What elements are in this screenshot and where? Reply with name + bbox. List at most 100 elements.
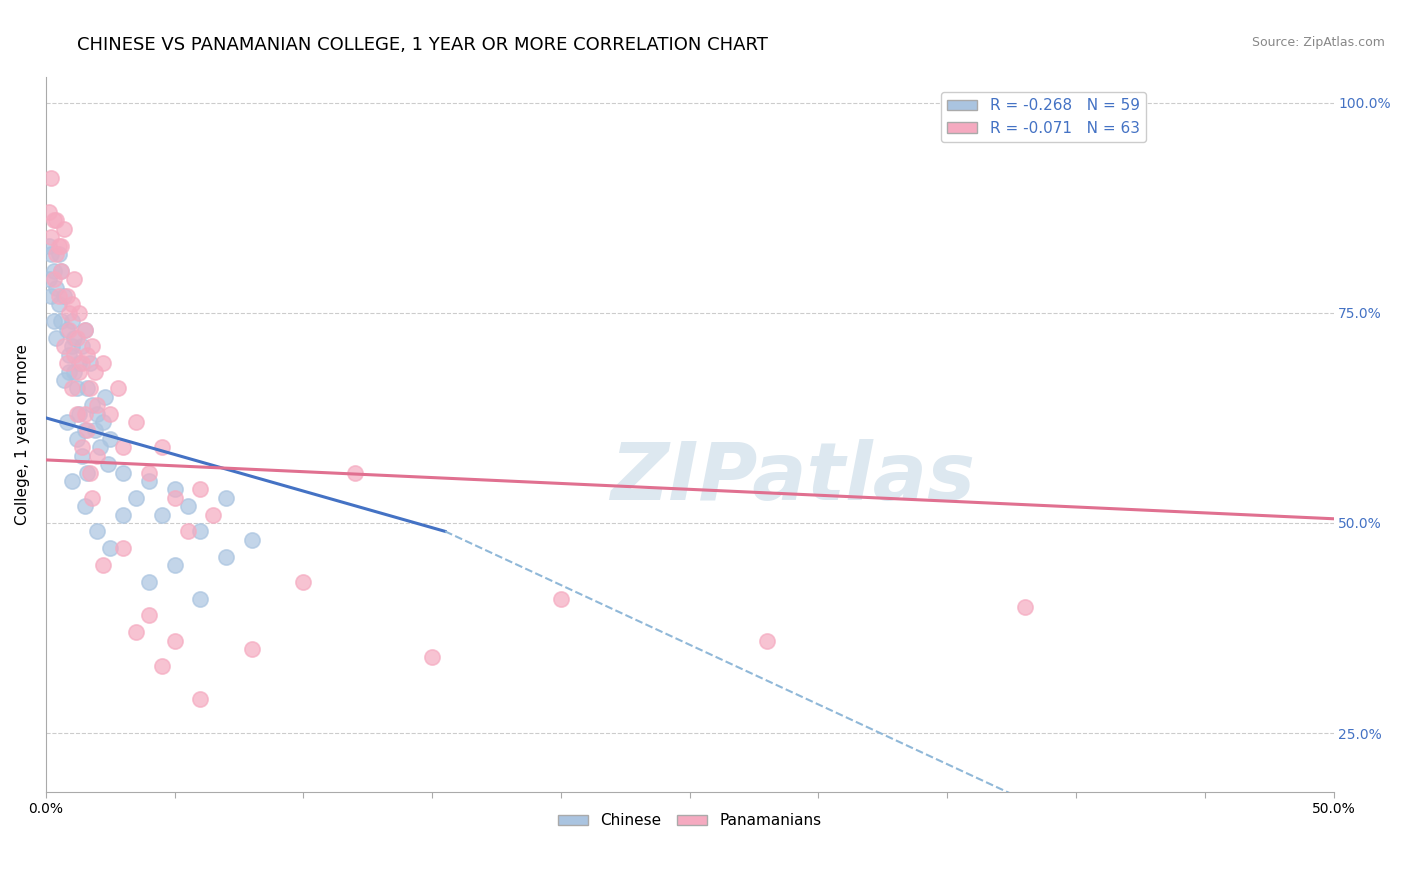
- Point: [38, 205, 60, 219]
- Point: [38, 238, 60, 252]
- Point: [53, 339, 76, 353]
- Point: [176, 524, 198, 539]
- Point: [91, 415, 114, 429]
- Point: [70, 449, 93, 463]
- Point: [98, 432, 121, 446]
- Point: [73, 424, 96, 438]
- Point: [76, 424, 98, 438]
- Point: [215, 549, 238, 564]
- Point: [76, 466, 98, 480]
- Point: [163, 491, 186, 505]
- Point: [69, 306, 91, 320]
- Point: [82, 398, 104, 412]
- Point: [58, 348, 80, 362]
- Point: [112, 466, 135, 480]
- Point: [63, 365, 86, 379]
- Point: [215, 491, 238, 505]
- Point: [112, 440, 135, 454]
- Point: [66, 331, 89, 345]
- Point: [69, 356, 91, 370]
- Point: [39, 230, 62, 244]
- Point: [58, 323, 80, 337]
- Point: [138, 474, 160, 488]
- Point: [138, 608, 160, 623]
- Point: [550, 591, 572, 606]
- Point: [48, 238, 70, 252]
- Point: [60, 314, 83, 328]
- Point: [73, 407, 96, 421]
- Point: [73, 323, 96, 337]
- Point: [53, 221, 76, 235]
- Point: [63, 348, 86, 362]
- Point: [79, 356, 101, 370]
- Point: [63, 272, 86, 286]
- Point: [66, 407, 89, 421]
- Point: [292, 574, 315, 589]
- Point: [163, 483, 186, 497]
- Point: [91, 558, 114, 572]
- Point: [51, 264, 73, 278]
- Point: [48, 247, 70, 261]
- Point: [86, 398, 108, 412]
- Point: [112, 508, 135, 522]
- Point: [38, 272, 60, 286]
- Point: [98, 407, 121, 421]
- Point: [82, 491, 104, 505]
- Point: [39, 289, 62, 303]
- Point: [60, 474, 83, 488]
- Point: [343, 466, 366, 480]
- Point: [51, 314, 73, 328]
- Point: [83, 424, 105, 438]
- Point: [150, 658, 173, 673]
- Text: ZIPatlas: ZIPatlas: [610, 439, 976, 516]
- Point: [69, 407, 91, 421]
- Point: [86, 449, 108, 463]
- Point: [240, 533, 263, 547]
- Point: [138, 574, 160, 589]
- Text: CHINESE VS PANAMANIAN COLLEGE, 1 YEAR OR MORE CORRELATION CHART: CHINESE VS PANAMANIAN COLLEGE, 1 YEAR OR…: [77, 36, 768, 54]
- Point: [55, 289, 77, 303]
- Point: [240, 642, 263, 657]
- Point: [150, 440, 173, 454]
- Point: [45, 331, 67, 345]
- Point: [45, 247, 67, 261]
- Point: [1014, 600, 1036, 615]
- Point: [190, 692, 212, 706]
- Point: [190, 524, 212, 539]
- Point: [63, 331, 86, 345]
- Point: [60, 382, 83, 396]
- Point: [107, 382, 129, 396]
- Point: [58, 365, 80, 379]
- Point: [58, 306, 80, 320]
- Point: [51, 264, 73, 278]
- Point: [112, 541, 135, 556]
- Point: [86, 524, 108, 539]
- Point: [42, 272, 65, 286]
- Point: [60, 297, 83, 311]
- Legend: Chinese, Panamanians: Chinese, Panamanians: [551, 807, 828, 834]
- Point: [176, 499, 198, 513]
- Point: [70, 339, 93, 353]
- Point: [125, 625, 148, 640]
- Y-axis label: College, 1 year or more: College, 1 year or more: [15, 344, 30, 525]
- Point: [73, 323, 96, 337]
- Point: [138, 466, 160, 480]
- Point: [45, 280, 67, 294]
- Point: [42, 213, 65, 227]
- Point: [76, 348, 98, 362]
- Point: [82, 339, 104, 353]
- Point: [70, 356, 93, 370]
- Point: [42, 264, 65, 278]
- Point: [48, 289, 70, 303]
- Point: [83, 365, 105, 379]
- Point: [69, 365, 91, 379]
- Point: [163, 558, 186, 572]
- Point: [39, 171, 62, 186]
- Point: [756, 633, 779, 648]
- Point: [51, 238, 73, 252]
- Point: [420, 650, 443, 665]
- Point: [48, 297, 70, 311]
- Point: [79, 466, 101, 480]
- Point: [94, 390, 117, 404]
- Point: [98, 541, 121, 556]
